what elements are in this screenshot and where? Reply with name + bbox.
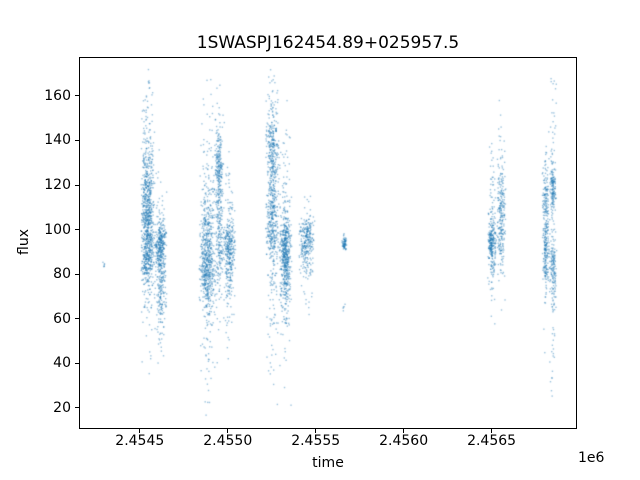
x-tick-label: 2.4565 [467,433,517,449]
x-axis-label: time [312,455,344,471]
x-tick-mark [491,429,493,433]
y-tick-mark [75,184,79,186]
x-tick-label: 2.4550 [203,433,253,449]
x-tick-mark [315,429,317,433]
y-tick-label: 120 [44,177,71,194]
y-tick-label: 60 [53,310,71,327]
x-tick-mark [139,429,141,433]
y-tick-label: 160 [44,87,71,104]
x-tick-mark [227,429,229,433]
y-tick-mark [75,362,79,364]
y-tick-mark [75,273,79,275]
y-tick-label: 40 [53,355,71,372]
y-tick-mark [75,229,79,231]
x-axis-offset-label: 1e6 [578,450,605,466]
chart-title: 1SWASPJ162454.89+025957.5 [196,33,460,53]
y-tick-label: 100 [44,221,71,238]
y-tick-mark [75,139,79,141]
x-tick-label: 2.4545 [115,433,165,449]
scatter-points-canvas [80,58,576,428]
x-tick-mark [403,429,405,433]
plot-area [79,57,577,429]
y-tick-label: 140 [44,132,71,149]
y-tick-mark [75,95,79,97]
x-tick-label: 2.4560 [379,433,429,449]
y-tick-mark [75,318,79,320]
y-tick-label: 80 [53,266,71,283]
y-tick-label: 20 [53,399,71,416]
y-tick-mark [75,407,79,409]
x-tick-label: 2.4555 [291,433,341,449]
